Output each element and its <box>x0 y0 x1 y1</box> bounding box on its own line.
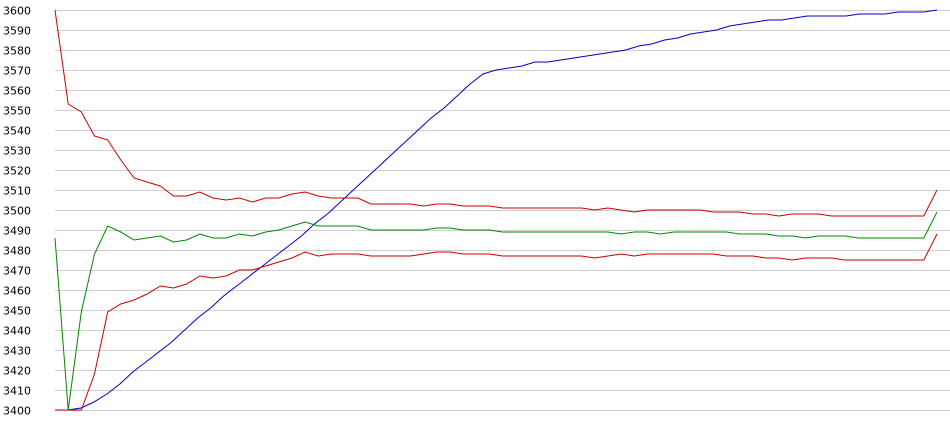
y-tick-label: 3440 <box>3 325 31 338</box>
y-tick-label: 3470 <box>3 265 31 278</box>
series-lines <box>54 9 938 411</box>
y-tick-label: 3420 <box>3 365 31 378</box>
y-tick-label: 3590 <box>3 25 31 38</box>
y-tick-label: 3550 <box>3 105 31 118</box>
y-axis-tick-labels: 3400 3410 3420 3430 3440 3450 3460 3470 3480 3490… <box>3 5 31 418</box>
series-line-1 <box>55 9 938 411</box>
gridlines <box>55 10 950 411</box>
y-tick-label: 3490 <box>3 225 31 238</box>
y-tick-label: 3530 <box>3 145 31 158</box>
y-tick-label: 3450 <box>3 305 31 318</box>
y-tick-label: 3400 <box>3 405 31 418</box>
y-tick-label: 3510 <box>3 185 31 198</box>
y-tick-label: 3560 <box>3 85 31 98</box>
y-tick-label: 3520 <box>3 165 31 178</box>
y-tick-label: 3570 <box>3 65 31 78</box>
y-tick-label: 3410 <box>3 385 31 398</box>
y-tick-label: 3430 <box>3 345 31 358</box>
y-tick-label: 3500 <box>3 205 31 218</box>
y-tick-label: 3540 <box>3 125 31 138</box>
y-tick-label: 3580 <box>3 45 31 58</box>
y-tick-label: 3480 <box>3 245 31 258</box>
series-line-3 <box>54 211 938 411</box>
series-line-2 <box>54 9 938 217</box>
y-tick-label: 3460 <box>3 285 31 298</box>
series-line-4 <box>55 233 938 411</box>
y-tick-label: 3600 <box>3 5 31 18</box>
